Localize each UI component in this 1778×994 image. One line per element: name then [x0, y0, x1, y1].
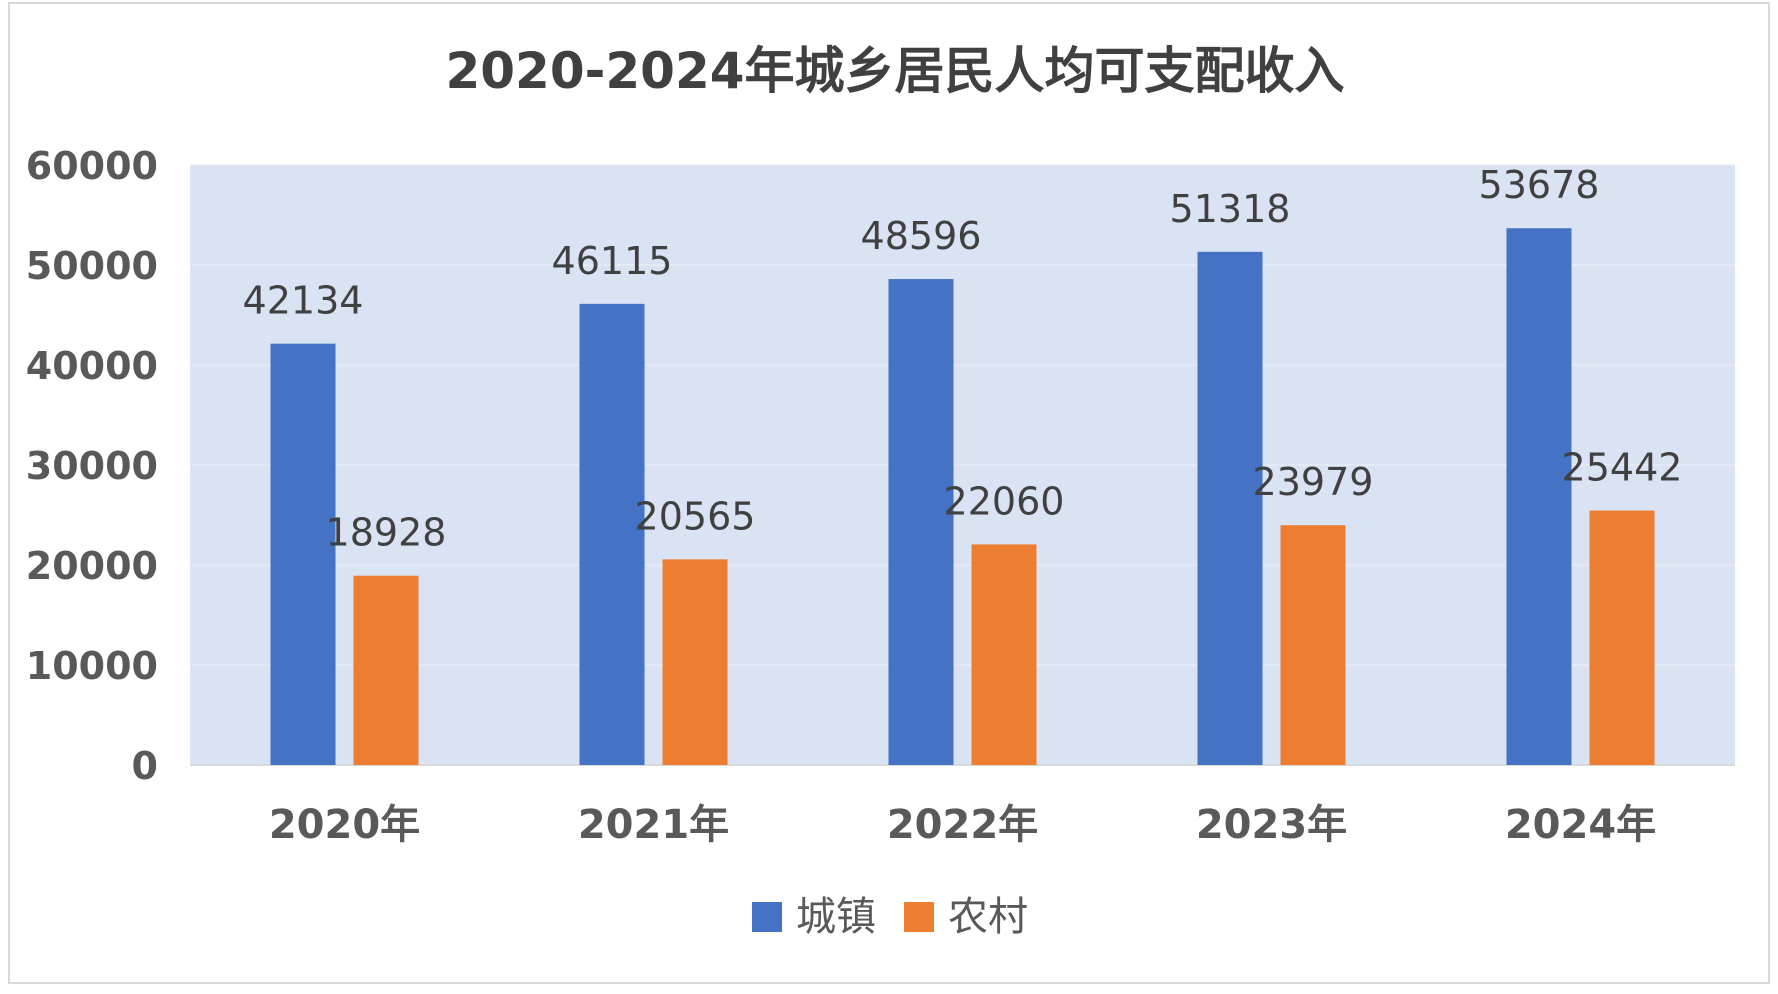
data-label-rural-4: 25442: [1562, 446, 1683, 490]
data-label-urban-0: 42134: [243, 279, 364, 323]
y-tick-label: 60000: [26, 144, 158, 188]
x-tick-label: 2022年: [887, 802, 1038, 848]
bar-rural-2: [971, 544, 1037, 765]
chart-title: 2020-2024年城乡居民人均可支配收入: [445, 42, 1344, 100]
bar-rural-1: [662, 559, 728, 765]
bar-rural-3: [1280, 525, 1346, 765]
x-tick-label: 2024年: [1505, 802, 1656, 848]
gridlines: [190, 164, 1735, 666]
data-label-urban-2: 48596: [861, 214, 982, 258]
bar-urban-1: [579, 303, 645, 765]
data-label-urban-1: 46115: [552, 239, 673, 283]
data-label-urban-4: 53678: [1479, 163, 1600, 207]
bar-urban-4: [1506, 228, 1572, 766]
y-tick-label: 30000: [26, 444, 158, 488]
y-tick-label: 10000: [26, 644, 158, 688]
data-label-rural-1: 20565: [635, 494, 756, 538]
legend-label-rural: 农村: [948, 894, 1028, 940]
y-tick-label: 40000: [26, 344, 158, 388]
data-label-rural-2: 22060: [944, 479, 1065, 523]
x-tick-label: 2021年: [578, 802, 729, 848]
y-tick-label: 20000: [26, 544, 158, 588]
data-label-rural-0: 18928: [326, 511, 447, 555]
data-labels: 42134 18928 46115 20565 48596 22060 51318 23979…: [243, 163, 1683, 554]
bar-urban-0: [270, 343, 336, 765]
bars: [270, 228, 1655, 766]
bar-rural-4: [1589, 510, 1655, 765]
bar-urban-3: [1197, 251, 1263, 765]
y-tick-label: 0: [132, 744, 158, 788]
bar-urban-2: [888, 279, 954, 765]
data-label-urban-3: 51318: [1170, 187, 1291, 231]
x-tick-label: 2023年: [1196, 802, 1347, 848]
legend-swatch-urban: [752, 902, 782, 932]
y-tick-label: 50000: [26, 244, 158, 288]
data-label-rural-3: 23979: [1253, 460, 1374, 504]
y-axis: 0 10000 20000 30000 40000 50000 60000: [26, 144, 1735, 788]
legend-swatch-rural: [904, 902, 934, 932]
legend: 城镇 农村: [752, 894, 1028, 940]
x-axis: 2020年 2021年 2022年 2023年 2024年: [269, 802, 1656, 848]
bar-rural-0: [353, 575, 419, 765]
legend-label-urban: 城镇: [796, 894, 876, 940]
x-tick-label: 2020年: [269, 802, 420, 848]
